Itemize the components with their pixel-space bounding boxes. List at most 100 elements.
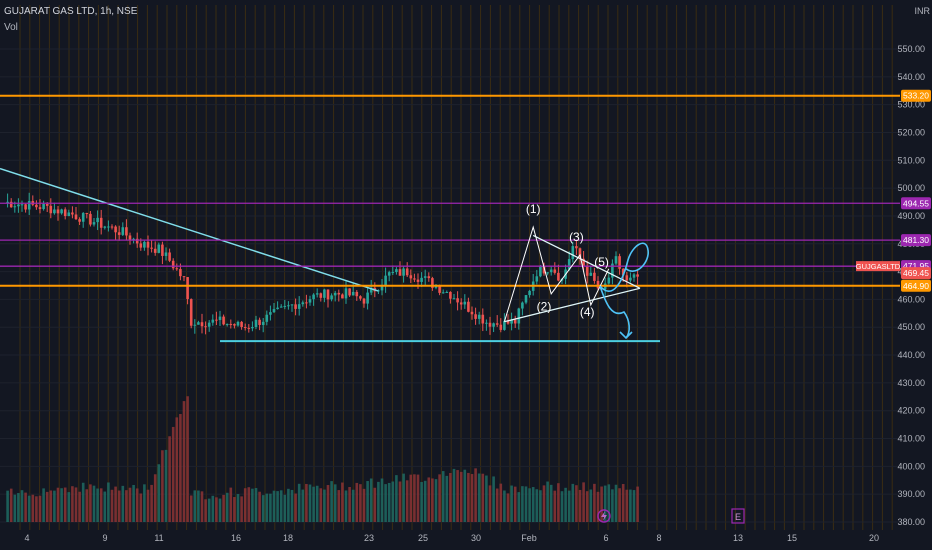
x-tick-label: 8	[656, 533, 661, 543]
candle-body	[434, 285, 438, 288]
volume-bar	[276, 491, 279, 522]
candle-body	[488, 322, 492, 327]
candle-body	[319, 293, 323, 298]
volume-bar	[391, 481, 395, 522]
volume-bar	[89, 484, 92, 522]
wave-label: (4)	[580, 305, 595, 319]
volume-bar	[117, 490, 121, 522]
candle-body	[222, 316, 225, 325]
volume-bar	[470, 474, 474, 522]
candle-body	[179, 269, 182, 277]
candle-body	[85, 213, 89, 215]
price-badge-label: 533.20	[903, 91, 929, 101]
y-tick-label: 530.00	[897, 100, 925, 110]
candle-body	[125, 227, 128, 236]
projection-down-curve	[599, 285, 633, 340]
volume-bar	[132, 484, 135, 522]
candle-body	[546, 272, 549, 274]
candle-body	[596, 280, 600, 289]
volume-bar	[31, 494, 35, 522]
candle-body	[477, 314, 481, 319]
candle-body	[359, 296, 362, 299]
candle-body	[391, 272, 395, 274]
earnings-badge[interactable]: E	[731, 508, 745, 524]
candle-body	[578, 248, 582, 259]
volume-bar	[182, 401, 186, 522]
candle-body	[265, 314, 269, 322]
x-tick-label: 11	[154, 533, 163, 543]
volume-bar	[272, 490, 276, 522]
volume-bar	[452, 468, 456, 522]
volume-bar	[171, 426, 175, 522]
candle-body	[542, 265, 546, 274]
volume-bar	[362, 488, 366, 522]
volume-bar	[85, 489, 89, 522]
candle-body	[193, 324, 197, 326]
volume-indicator-label[interactable]: Vol	[4, 22, 18, 33]
candle-body	[240, 321, 243, 327]
candle-body	[431, 278, 434, 288]
lightning-icon[interactable]	[597, 509, 611, 523]
y-axis: 550.00 540.00 530.00 520.00 510.00 500.00 490.…	[897, 44, 931, 527]
volume-bar	[495, 488, 499, 522]
candle-body	[503, 320, 506, 330]
price-badge: 469.45	[901, 267, 931, 280]
candle-body	[114, 226, 117, 233]
candle-body	[99, 217, 103, 228]
x-tick-label: 30	[471, 533, 481, 543]
x-tick-label: 25	[418, 533, 428, 543]
volume-bar	[53, 490, 56, 522]
x-tick-label: 4	[24, 533, 29, 543]
candle-body	[549, 269, 553, 273]
candle-body	[315, 293, 319, 295]
candle-body	[582, 258, 585, 267]
candle-body	[593, 272, 596, 281]
candle-body	[571, 246, 575, 260]
volume-bar	[438, 474, 441, 522]
volume-bar	[243, 488, 247, 522]
candle-body	[182, 276, 186, 278]
x-tick-label: 6	[603, 533, 608, 543]
price-badge-bg	[901, 89, 931, 102]
volume-bar	[110, 489, 114, 522]
volume-bars	[6, 396, 639, 522]
volume-bar	[578, 489, 582, 522]
volume-bar	[333, 484, 337, 522]
lightning-icon-ring	[597, 509, 611, 523]
volume-bar	[27, 495, 31, 522]
candle-body	[269, 312, 272, 315]
volume-bar	[67, 492, 71, 522]
candle-body	[164, 252, 168, 256]
candle-body	[441, 292, 445, 294]
candle-body	[78, 219, 81, 222]
candle-body	[395, 269, 398, 273]
volume-bar	[596, 491, 600, 522]
y-tick-label: 540.00	[897, 72, 925, 82]
candle-body	[323, 289, 326, 298]
triangle-pattern	[503, 225, 641, 323]
volume-bar	[254, 488, 258, 522]
volume-bar	[74, 487, 78, 522]
y-tick-label: 450.00	[897, 322, 925, 332]
candle-body	[575, 246, 578, 249]
candle-body	[45, 204, 49, 206]
wave-path	[503, 225, 610, 322]
candle-body	[539, 265, 542, 277]
candle-body	[24, 204, 27, 210]
candle-body	[229, 323, 233, 325]
candle-body	[553, 269, 557, 273]
volume-bar	[467, 472, 470, 522]
candle-body	[204, 326, 207, 328]
volume-bar	[441, 471, 445, 522]
candle-body	[625, 275, 629, 281]
candle-body	[38, 207, 42, 210]
y-tick-label: 390.00	[897, 489, 925, 499]
volume-bar	[38, 495, 42, 522]
y-tick-label: 380.00	[897, 517, 925, 527]
candle-body	[589, 272, 593, 276]
earnings-badge-box	[731, 508, 745, 524]
volume-bar	[621, 484, 625, 522]
candle-body	[344, 288, 348, 299]
candle-body	[585, 266, 589, 276]
